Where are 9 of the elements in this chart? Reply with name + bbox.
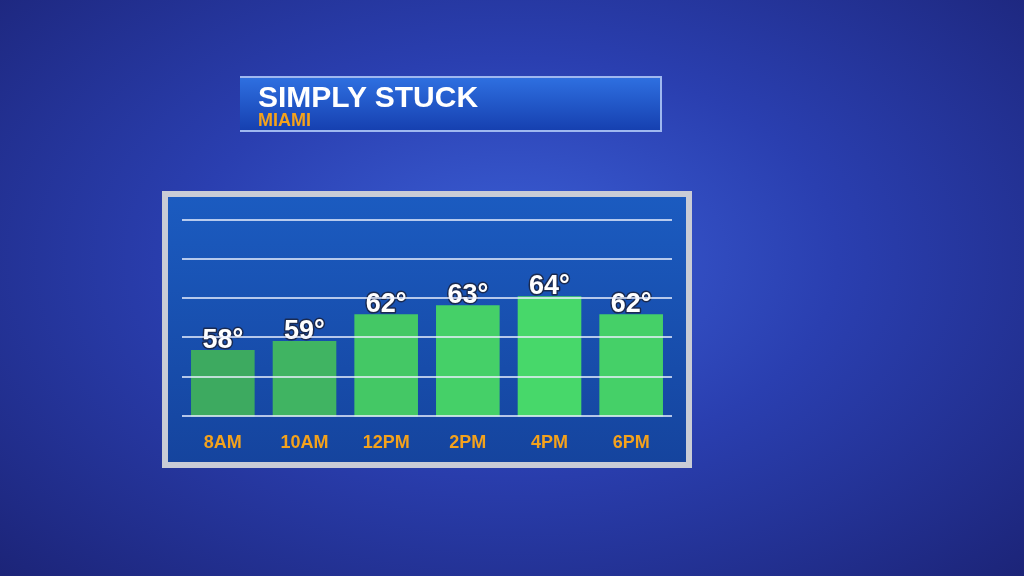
chart-subtitle: MIAMI — [258, 110, 311, 131]
data-label: 64° — [529, 270, 570, 301]
x-tick-label: 12PM — [362, 432, 410, 453]
x-tick-label: 6PM — [612, 432, 650, 453]
x-tick-label: 2PM — [449, 432, 487, 453]
x-tick-label: 10AM — [280, 432, 329, 453]
x-tick-label: 8AM — [203, 432, 242, 453]
chart-title: SIMPLY STUCK — [258, 80, 479, 113]
x-tick-label: 4PM — [530, 432, 569, 453]
